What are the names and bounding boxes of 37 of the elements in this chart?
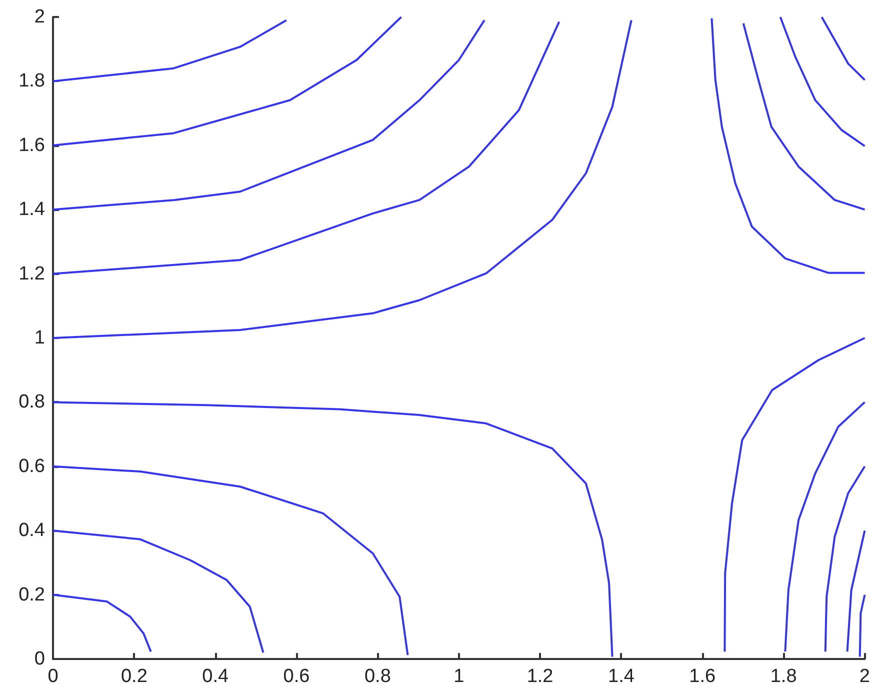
y-tick-label: 0.4 — [18, 520, 46, 542]
line-series — [52, 19, 632, 339]
y-tick-label: 1.6 — [18, 134, 45, 156]
x-tick-label: 0.6 — [283, 666, 310, 687]
y-tick-label: 0.8 — [18, 392, 45, 413]
x-tick-label: 1.2 — [526, 666, 554, 687]
line-series — [824, 465, 866, 653]
x-tick-label: 1.4 — [608, 666, 635, 687]
x-tick-label: 2 — [859, 666, 870, 687]
y-tick-label: 1.2 — [18, 263, 45, 284]
line-series — [52, 594, 152, 653]
line-series — [710, 17, 866, 274]
line-series — [52, 20, 560, 275]
y-tick-label: 1.4 — [18, 199, 46, 220]
line-series — [52, 401, 614, 658]
line-series — [779, 16, 866, 148]
line-series — [784, 401, 866, 653]
y-tick-label: 0.2 — [18, 584, 45, 606]
x-tick-label: 0.8 — [364, 666, 391, 687]
line-series — [724, 337, 866, 653]
x-tick-label: 1.8 — [770, 666, 797, 687]
line-series — [742, 22, 866, 211]
x-tick-label: 1 — [454, 666, 464, 687]
y-tick-label: 1 — [34, 328, 45, 348]
x-tick-label: 0.4 — [202, 666, 229, 687]
line-series — [52, 19, 288, 82]
x-tick-label: 1.6 — [689, 666, 716, 687]
x-tick-label: 0 — [48, 666, 58, 687]
y-tick-label: 2 — [34, 6, 45, 28]
x-tick-label: 0.2 — [120, 666, 148, 687]
y-tick-label: 0 — [34, 648, 45, 670]
line-series — [52, 19, 486, 211]
line-series — [52, 465, 409, 656]
line-series — [52, 16, 402, 146]
y-tick-label: 0.6 — [18, 456, 45, 477]
y-tick-label: 1.8 — [18, 70, 45, 92]
line-series — [52, 530, 264, 654]
